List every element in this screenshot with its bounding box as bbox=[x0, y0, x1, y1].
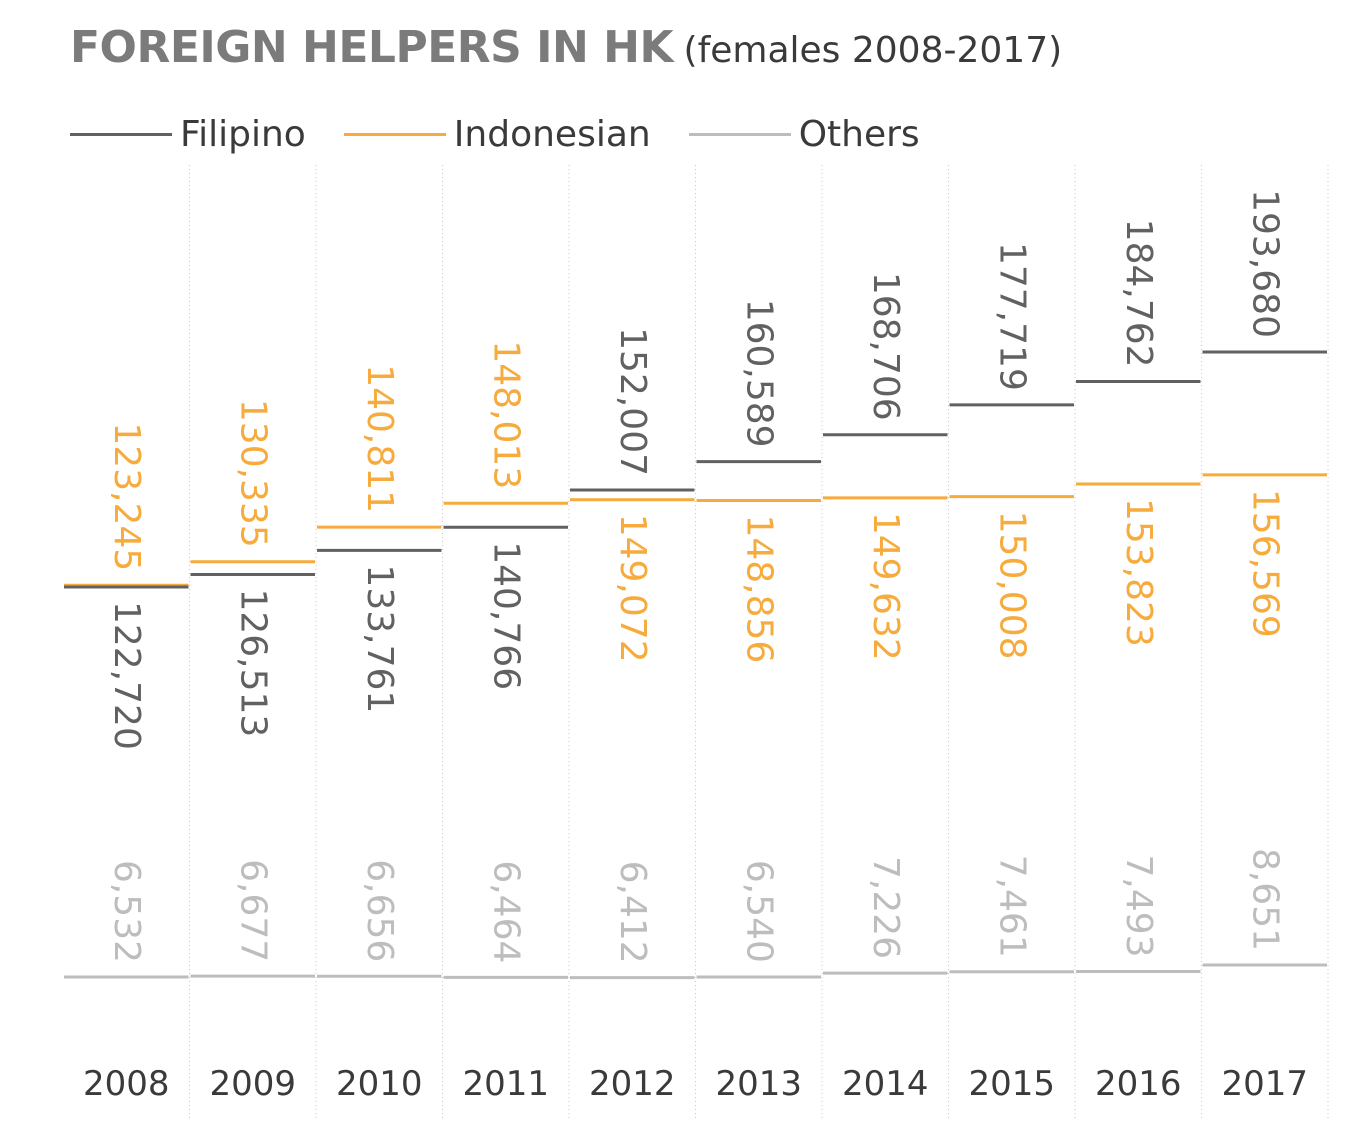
legend-swatch-filipino bbox=[70, 132, 172, 136]
data-label-indonesian: 150,008 bbox=[991, 511, 1032, 660]
data-label-filipino: 184,762 bbox=[1118, 219, 1159, 368]
data-label-others: 7,461 bbox=[991, 855, 1032, 958]
x-tick-label: 2011 bbox=[462, 1064, 549, 1104]
legend-swatch-others bbox=[688, 132, 791, 136]
x-tick-label: 2015 bbox=[968, 1064, 1055, 1104]
legend: Filipino Indonesian Others bbox=[70, 108, 958, 160]
data-label-indonesian: 148,856 bbox=[738, 514, 779, 663]
data-label-others: 6,412 bbox=[612, 861, 653, 964]
data-label-filipino: 122,720 bbox=[106, 601, 147, 750]
data-label-indonesian: 149,072 bbox=[612, 514, 653, 663]
data-label-indonesian: 140,811 bbox=[359, 364, 400, 513]
x-tick-label: 2013 bbox=[715, 1064, 802, 1104]
legend-label-others: Others bbox=[798, 113, 920, 155]
data-label-others: 6,464 bbox=[485, 860, 526, 963]
x-tick-label: 2010 bbox=[336, 1064, 423, 1104]
data-label-others: 7,226 bbox=[865, 856, 906, 959]
legend-item-indonesian: Indonesian bbox=[343, 113, 651, 155]
data-label-indonesian: 123,245 bbox=[106, 422, 147, 571]
data-label-others: 7,493 bbox=[1118, 854, 1159, 957]
data-label-others: 6,656 bbox=[359, 859, 400, 962]
legend-label-indonesian: Indonesian bbox=[453, 113, 651, 155]
chart-subtitle: (females 2008-2017) bbox=[683, 30, 1063, 71]
data-label-filipino: 126,513 bbox=[232, 588, 273, 737]
data-label-filipino: 140,766 bbox=[485, 541, 526, 690]
data-label-indonesian: 130,335 bbox=[232, 399, 273, 548]
data-label-others: 6,540 bbox=[738, 860, 779, 963]
data-label-filipino: 152,007 bbox=[612, 327, 653, 476]
data-label-indonesian: 149,632 bbox=[865, 512, 906, 661]
data-label-others: 6,677 bbox=[232, 859, 273, 962]
chart-title: FOREIGN HELPERS IN HK bbox=[70, 22, 674, 73]
legend-swatch-indonesian bbox=[343, 132, 446, 136]
data-label-filipino: 168,706 bbox=[865, 272, 906, 421]
data-label-filipino: 177,719 bbox=[991, 242, 1032, 391]
chart-title-block: FOREIGN HELPERS IN HK (females 2008-2017… bbox=[70, 22, 1062, 73]
data-label-filipino: 160,589 bbox=[738, 299, 779, 448]
data-label-indonesian: 156,569 bbox=[1244, 489, 1285, 638]
data-label-others: 8,651 bbox=[1244, 848, 1285, 951]
legend-item-filipino: Filipino bbox=[70, 114, 306, 155]
data-label-filipino: 133,761 bbox=[359, 564, 400, 713]
legend-label-filipino: Filipino bbox=[180, 113, 306, 155]
x-tick-label: 2017 bbox=[1221, 1064, 1308, 1104]
legend-item-others: Others bbox=[688, 113, 920, 155]
data-label-others: 6,532 bbox=[106, 860, 147, 963]
data-label-indonesian: 148,013 bbox=[485, 340, 526, 489]
x-tick-label: 2014 bbox=[842, 1064, 929, 1104]
x-tick-label: 2008 bbox=[83, 1064, 170, 1104]
x-tick-label: 2009 bbox=[209, 1064, 296, 1104]
x-tick-label: 2012 bbox=[589, 1064, 676, 1104]
data-label-indonesian: 153,823 bbox=[1118, 498, 1159, 647]
x-tick-label: 2016 bbox=[1095, 1064, 1182, 1104]
data-label-filipino: 193,680 bbox=[1244, 189, 1285, 338]
